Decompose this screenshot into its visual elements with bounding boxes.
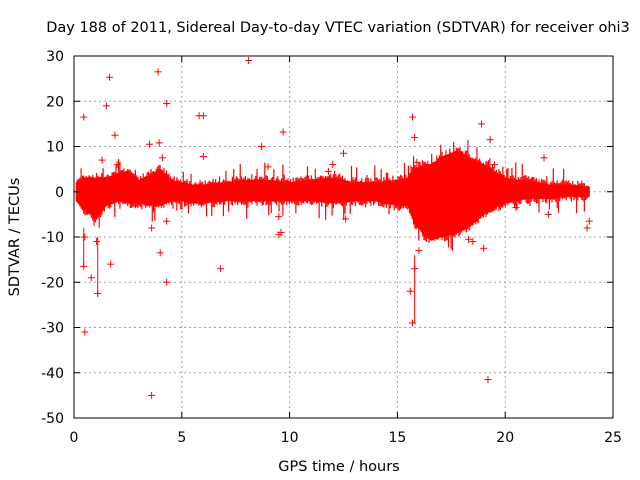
data-point [199, 112, 207, 120]
data-point [148, 224, 156, 232]
x-tick-label: 0 [70, 430, 79, 446]
data-point [540, 154, 548, 162]
data-point [406, 287, 414, 295]
data-point [102, 102, 110, 110]
data-point [512, 204, 520, 212]
data-point [113, 161, 121, 169]
y-tick-label: 30 [46, 49, 64, 65]
y-tick-label: 10 [46, 140, 64, 156]
y-tick-label: -30 [41, 321, 64, 337]
data-point [217, 265, 225, 273]
x-tick-label: 10 [281, 430, 299, 446]
y-axis-label: SDTVAR / TECUs [7, 178, 23, 297]
data-point [411, 133, 419, 141]
grid-lines [74, 56, 613, 418]
data-point [408, 113, 416, 121]
data-point [415, 247, 423, 255]
x-tick-label: 5 [177, 430, 186, 446]
x-tick-label: 15 [388, 430, 406, 446]
data-point [156, 249, 164, 257]
y-tick-label: -10 [41, 230, 64, 246]
data-point [106, 73, 114, 81]
data-point [98, 156, 106, 164]
data-point [340, 149, 347, 157]
data-point [158, 154, 166, 162]
data-point [279, 128, 287, 136]
data-point [583, 224, 591, 232]
data-point [585, 217, 593, 225]
data-point [477, 120, 485, 128]
data-point [264, 163, 272, 171]
data-point [93, 238, 101, 246]
data-point [111, 131, 119, 139]
data-point [342, 215, 350, 223]
data-point [480, 176, 488, 184]
y-tick-label: -50 [41, 411, 64, 427]
y-tick-label: 20 [46, 94, 64, 110]
data-point [154, 68, 162, 76]
data-point [145, 140, 153, 148]
data-point [107, 260, 115, 268]
axis-ticks: 0 5 10 15 20 25 -50 -40 -30 -20 -10 0 10 20 30 [41, 49, 622, 446]
x-tick-label: 20 [496, 430, 514, 446]
data-point [87, 274, 95, 282]
data-point [80, 113, 88, 121]
chart-title: Day 188 of 2011, Sidereal Day-to-day VTE… [46, 20, 630, 36]
data-point [81, 233, 89, 241]
x-axis-label: GPS time / hours [278, 459, 399, 475]
data-point [469, 238, 477, 246]
plot-area [75, 57, 593, 399]
data-point [258, 143, 266, 150]
data-point [199, 152, 207, 160]
data-point [329, 161, 337, 169]
data-point [245, 57, 253, 65]
y-tick-label: -40 [41, 366, 64, 382]
data-point [155, 139, 163, 147]
y-tick-label: 0 [55, 185, 64, 201]
data-point [413, 158, 421, 166]
data-point [484, 376, 492, 384]
y-tick-label: -20 [41, 275, 64, 291]
data-point [163, 278, 171, 286]
data-point [490, 161, 498, 169]
data-point [465, 235, 473, 243]
data-point [148, 391, 156, 399]
data-point [277, 228, 285, 236]
data-point [275, 213, 283, 221]
data-point [486, 136, 494, 144]
data-point [163, 217, 171, 225]
data-point [163, 100, 171, 108]
data-point [81, 328, 89, 336]
data-point [544, 210, 552, 218]
x-tick-label: 25 [604, 430, 622, 446]
data-point [324, 167, 332, 175]
data-point [480, 244, 488, 252]
